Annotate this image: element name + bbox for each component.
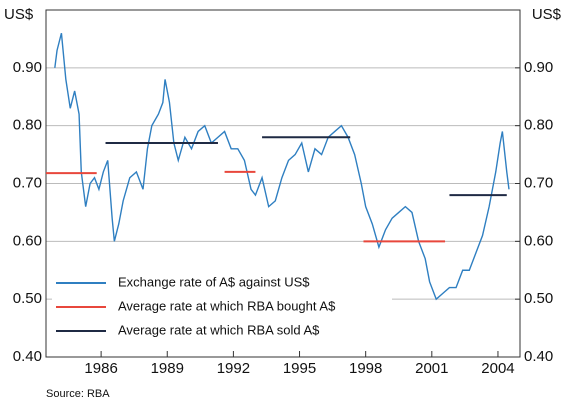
y-tick-label: 0.40 (13, 348, 42, 365)
y2-axis-label: US$ (532, 6, 562, 23)
x-tick-label: 1998 (349, 360, 382, 377)
y2-tick-label: 0.50 (524, 290, 553, 307)
y2-tick-label: 0.70 (524, 174, 553, 191)
y-tick-label: 0.60 (13, 232, 42, 249)
legend-label: Average rate at which RBA bought A$ (118, 298, 336, 313)
y-tick-label: 0.90 (13, 59, 42, 76)
y2-tick-label: 0.60 (524, 232, 553, 249)
legend-label: Average rate at which RBA sold A$ (118, 322, 320, 337)
legend-label: Exchange rate of A$ against US$ (118, 274, 310, 289)
x-tick-label: 1989 (151, 360, 184, 377)
x-tick-label: 1995 (283, 360, 316, 377)
series-line (54, 32, 510, 301)
y2-tick-label: 0.90 (524, 59, 553, 76)
y2-tick-label: 0.40 (524, 348, 553, 365)
y-axis-label: US$ (4, 6, 34, 23)
legend-box (52, 271, 392, 347)
x-tick-label: 2004 (481, 360, 514, 377)
y2-tick-label: 0.80 (524, 117, 553, 134)
source-note: Source: RBA (46, 388, 110, 400)
y-tick-label: 0.70 (13, 174, 42, 191)
plot-frame (45, 9, 521, 358)
x-tick-label: 1986 (84, 360, 117, 377)
x-tick-label: 2001 (415, 360, 448, 377)
x-tick-label: 1992 (217, 360, 250, 377)
y-tick-label: 0.50 (13, 290, 42, 307)
y-tick-label: 0.80 (13, 117, 42, 134)
